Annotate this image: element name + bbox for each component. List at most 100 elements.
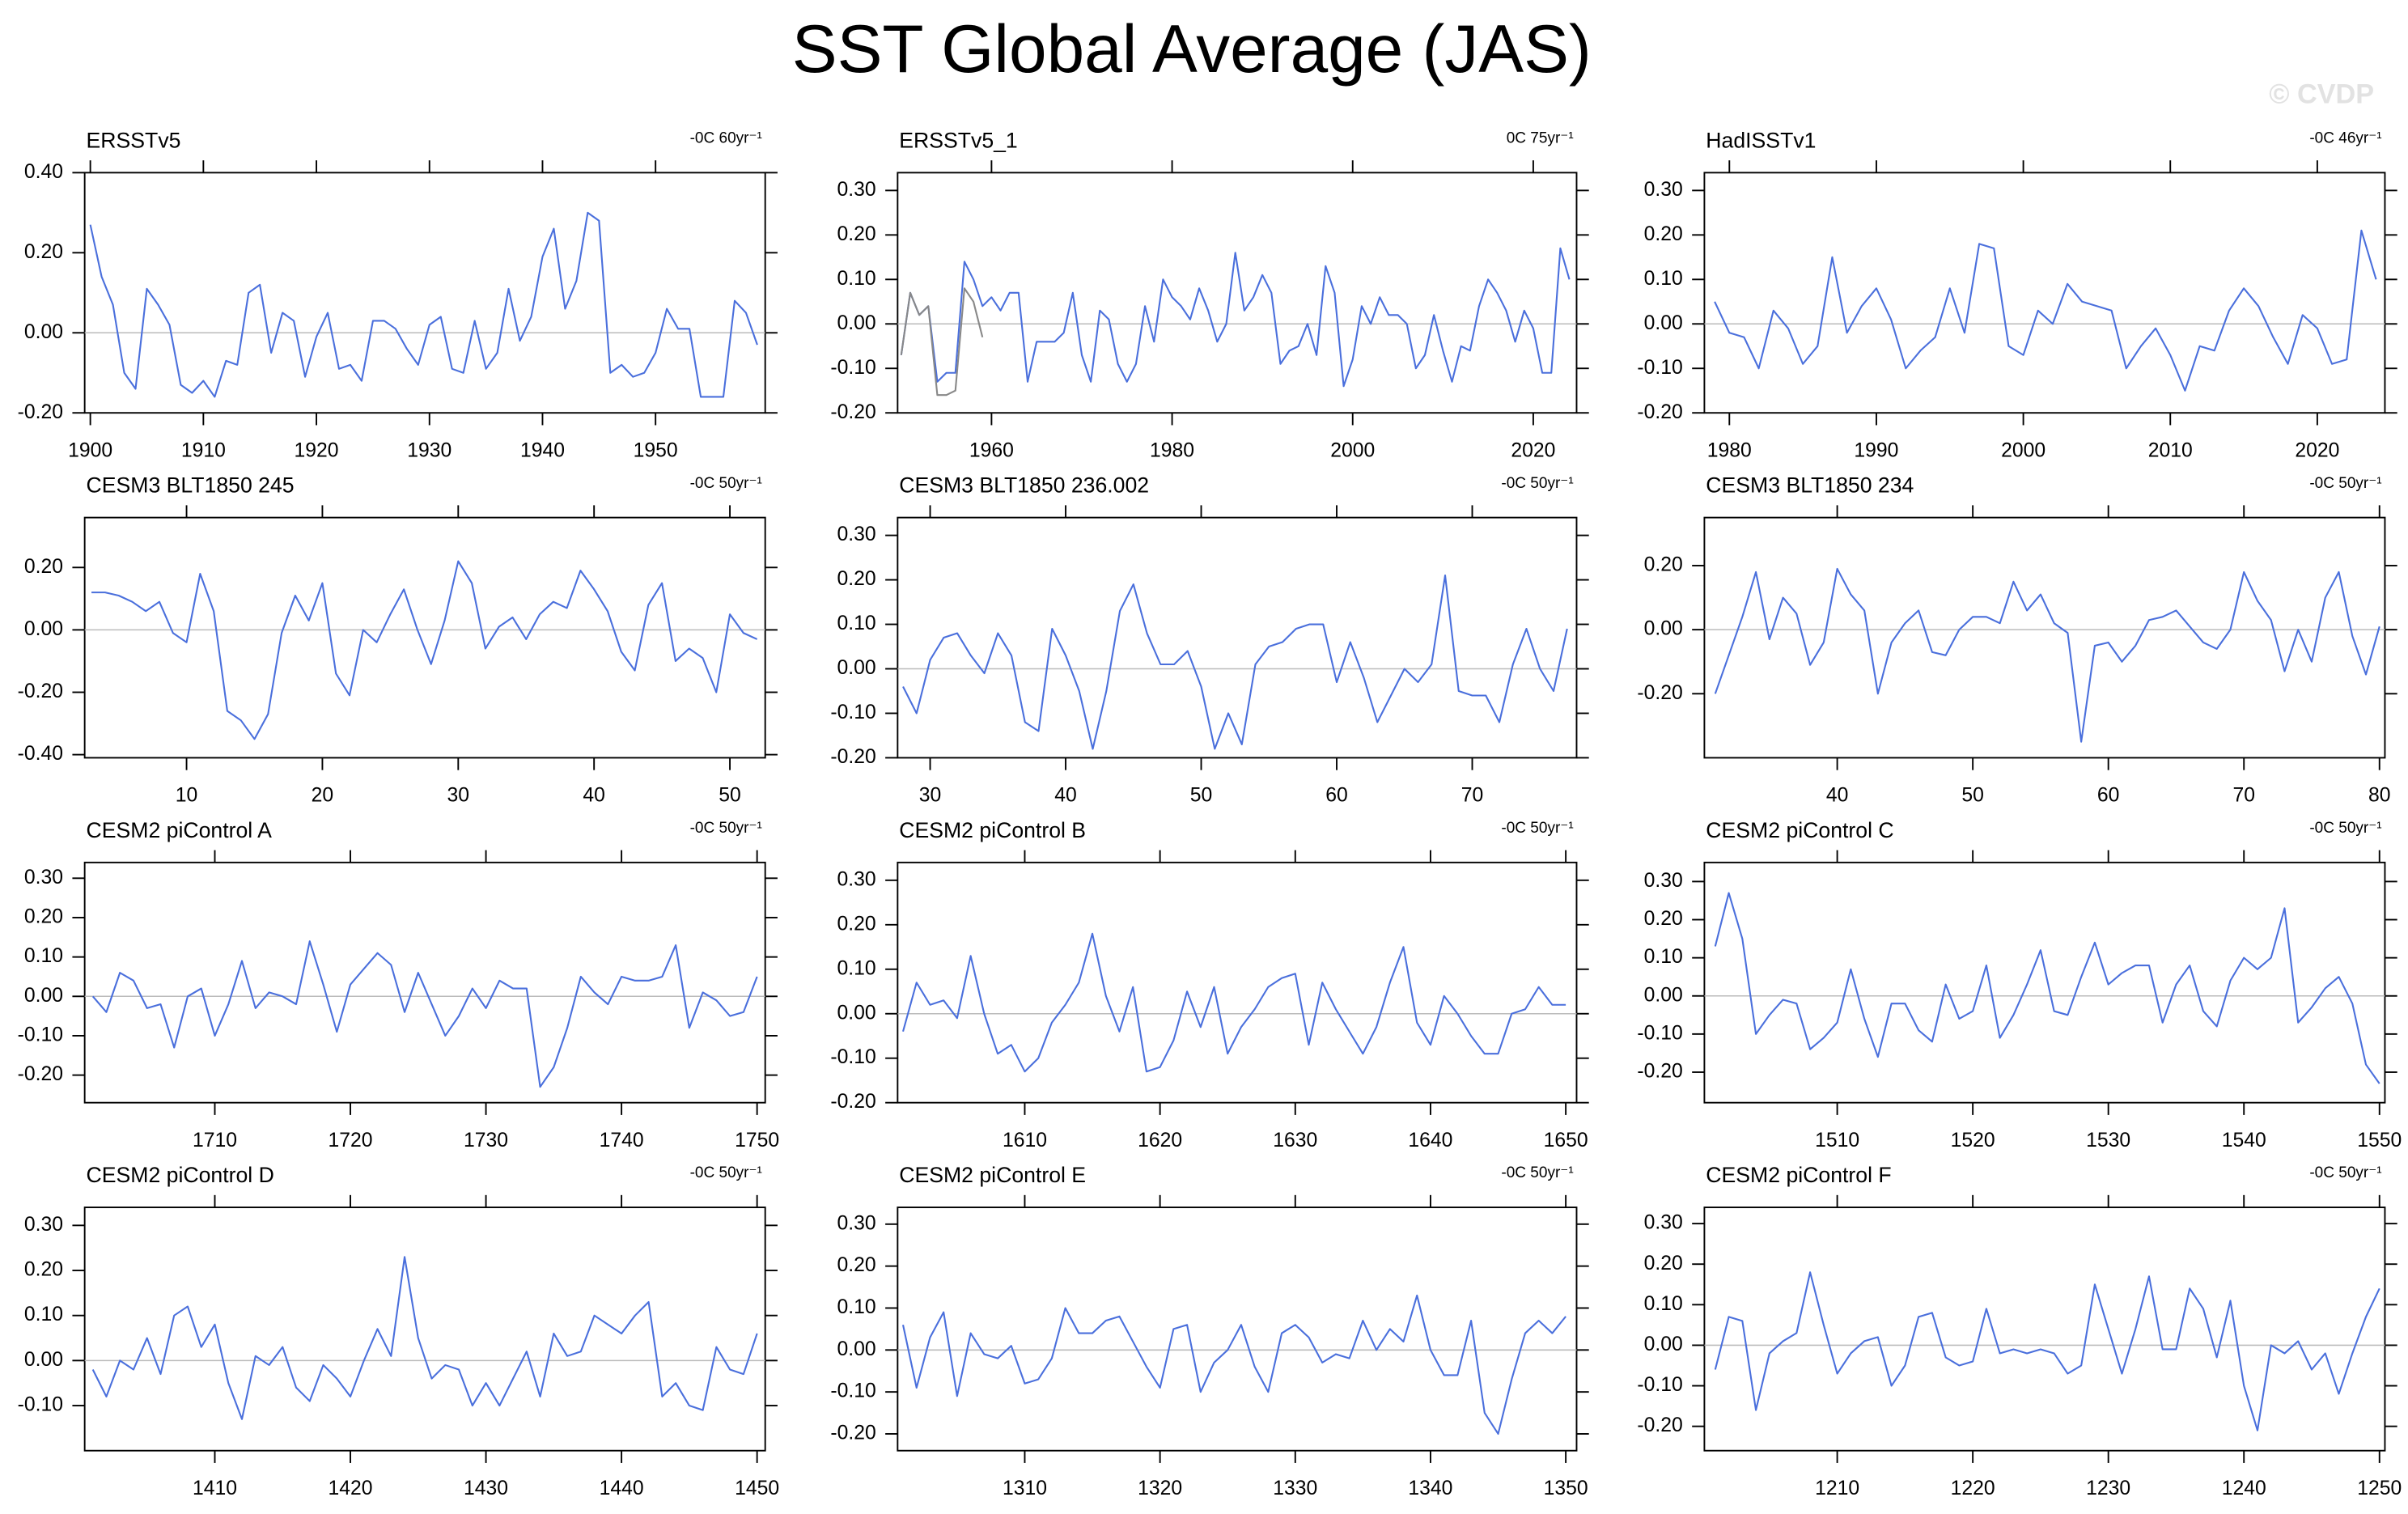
- y-tick-label: 0.30: [837, 179, 876, 201]
- x-tick-label: 80: [2368, 785, 2391, 807]
- y-tick-label: 0.20: [837, 223, 876, 245]
- plot-frame: [897, 516, 1578, 759]
- y-tick-label: -0.20: [18, 1063, 63, 1085]
- x-tick-label: 30: [919, 785, 942, 807]
- x-tick-label: 1420: [329, 1478, 373, 1499]
- series-line: [91, 940, 758, 1088]
- trend-label: -0C 50yr⁻¹: [690, 475, 762, 492]
- plot-frame: [83, 1207, 766, 1452]
- x-tick-label: 2010: [2148, 439, 2193, 461]
- plot-frame: [897, 861, 1578, 1104]
- x-tick-label: 50: [1961, 785, 1984, 807]
- plot-frame: [1703, 1207, 2386, 1452]
- x-tick-label: 1980: [1150, 439, 1194, 461]
- x-tick-label: 2000: [2001, 439, 2046, 461]
- y-tick-label: 0.10: [837, 1296, 876, 1318]
- x-tick-label: 40: [1054, 785, 1076, 807]
- x-tick-label: 1990: [1854, 439, 1898, 461]
- trend-label: 0C 75yr⁻¹: [1507, 130, 1574, 147]
- y-tick-label: -0.10: [830, 1046, 875, 1068]
- plot-frame: [83, 516, 766, 759]
- y-tick-label: 0.00: [1644, 618, 1683, 640]
- y-tick-label: -0.10: [18, 1394, 63, 1416]
- x-tick-label: 30: [447, 785, 470, 807]
- y-tick-label: 0.40: [24, 161, 63, 183]
- y-tick-label: 0.20: [837, 568, 876, 590]
- panel-title: CESM3 BLT1850 245: [87, 473, 295, 498]
- x-tick-label: 1450: [735, 1478, 779, 1499]
- y-tick-label: 0.20: [24, 241, 63, 263]
- series-line: [1714, 229, 2377, 392]
- series-line: [1714, 892, 2380, 1084]
- x-tick-label: 1210: [1815, 1478, 1859, 1499]
- x-tick-label: 1320: [1138, 1478, 1182, 1499]
- panel-title: CESM2 piControl D: [87, 1163, 274, 1187]
- x-tick-label: 1340: [1408, 1478, 1452, 1499]
- x-tick-label: 1910: [181, 439, 226, 461]
- y-tick-label: -0.20: [1637, 682, 1682, 704]
- y-tick-label: 0.10: [24, 1304, 63, 1325]
- x-tick-label: 20: [312, 785, 334, 807]
- x-tick-label: 1540: [2222, 1130, 2266, 1151]
- series-line: [902, 575, 1568, 750]
- x-tick-label: 1720: [329, 1130, 373, 1151]
- x-tick-label: 1980: [1707, 439, 1752, 461]
- x-tick-label: 1550: [2357, 1130, 2402, 1151]
- series-line: [1714, 567, 2380, 743]
- y-tick-label: -0.10: [830, 357, 875, 379]
- y-tick-label: 0.10: [837, 957, 876, 979]
- y-tick-label: 0.10: [1644, 1293, 1683, 1315]
- plot-frame: [83, 861, 766, 1104]
- y-tick-label: 0.00: [1644, 312, 1683, 334]
- x-tick-label: 1330: [1273, 1478, 1317, 1499]
- y-tick-label: 0.00: [24, 985, 63, 1007]
- x-tick-label: 70: [2232, 785, 2255, 807]
- y-tick-label: -0.20: [830, 746, 875, 768]
- x-tick-label: 1960: [969, 439, 1014, 461]
- y-tick-label: 0.10: [24, 945, 63, 967]
- x-tick-label: 1710: [193, 1130, 237, 1151]
- trend-label: -0C 50yr⁻¹: [1501, 820, 1573, 837]
- y-tick-label: -0.20: [1637, 1061, 1682, 1083]
- plot-frame: [1703, 861, 2386, 1104]
- x-tick-label: 1650: [1544, 1130, 1588, 1151]
- y-tick-label: -0.10: [1637, 1022, 1682, 1044]
- y-tick-label: -0.20: [18, 681, 63, 702]
- trend-label: -0C 50yr⁻¹: [690, 1164, 762, 1181]
- x-tick-label: 1350: [1544, 1478, 1588, 1499]
- y-tick-label: 0.20: [24, 1259, 63, 1281]
- y-tick-label: -0.20: [18, 401, 63, 423]
- x-tick-label: 10: [176, 785, 197, 807]
- x-tick-label: 1900: [68, 439, 112, 461]
- y-tick-label: 0.00: [837, 657, 876, 679]
- plot-frame: [897, 1207, 1578, 1452]
- y-tick-label: -0.10: [1637, 357, 1682, 379]
- x-tick-label: 1940: [520, 439, 565, 461]
- x-tick-label: 2020: [1511, 439, 1555, 461]
- x-tick-label: 50: [1190, 785, 1213, 807]
- chart-title: SST Global Average (JAS): [792, 11, 1592, 87]
- plot-frame: [83, 172, 766, 414]
- y-tick-label: 0.30: [24, 1214, 63, 1236]
- x-tick-label: 1310: [1003, 1478, 1047, 1499]
- y-tick-label: -0.20: [830, 401, 875, 423]
- trend-label: -0C 60yr⁻¹: [690, 130, 762, 147]
- y-tick-label: 0.20: [1644, 1253, 1683, 1274]
- y-tick-label: 0.00: [1644, 984, 1683, 1006]
- y-tick-label: 0.30: [1644, 179, 1683, 201]
- trend-label: -0C 46yr⁻¹: [2309, 130, 2381, 147]
- series-line: [900, 287, 984, 397]
- y-tick-label: 0.30: [24, 867, 63, 888]
- y-tick-label: 0.30: [837, 524, 876, 545]
- x-tick-label: 2000: [1330, 439, 1375, 461]
- panel-title: CESM3 BLT1850 236.002: [899, 473, 1149, 498]
- series-line: [900, 247, 1571, 388]
- y-tick-label: -0.10: [1637, 1374, 1682, 1396]
- series-line: [91, 1256, 758, 1420]
- x-tick-label: 1510: [1815, 1130, 1859, 1151]
- y-tick-label: 0.30: [1644, 870, 1683, 892]
- panel-title: CESM2 piControl F: [1706, 1163, 1891, 1187]
- y-tick-label: -0.20: [1637, 1414, 1682, 1436]
